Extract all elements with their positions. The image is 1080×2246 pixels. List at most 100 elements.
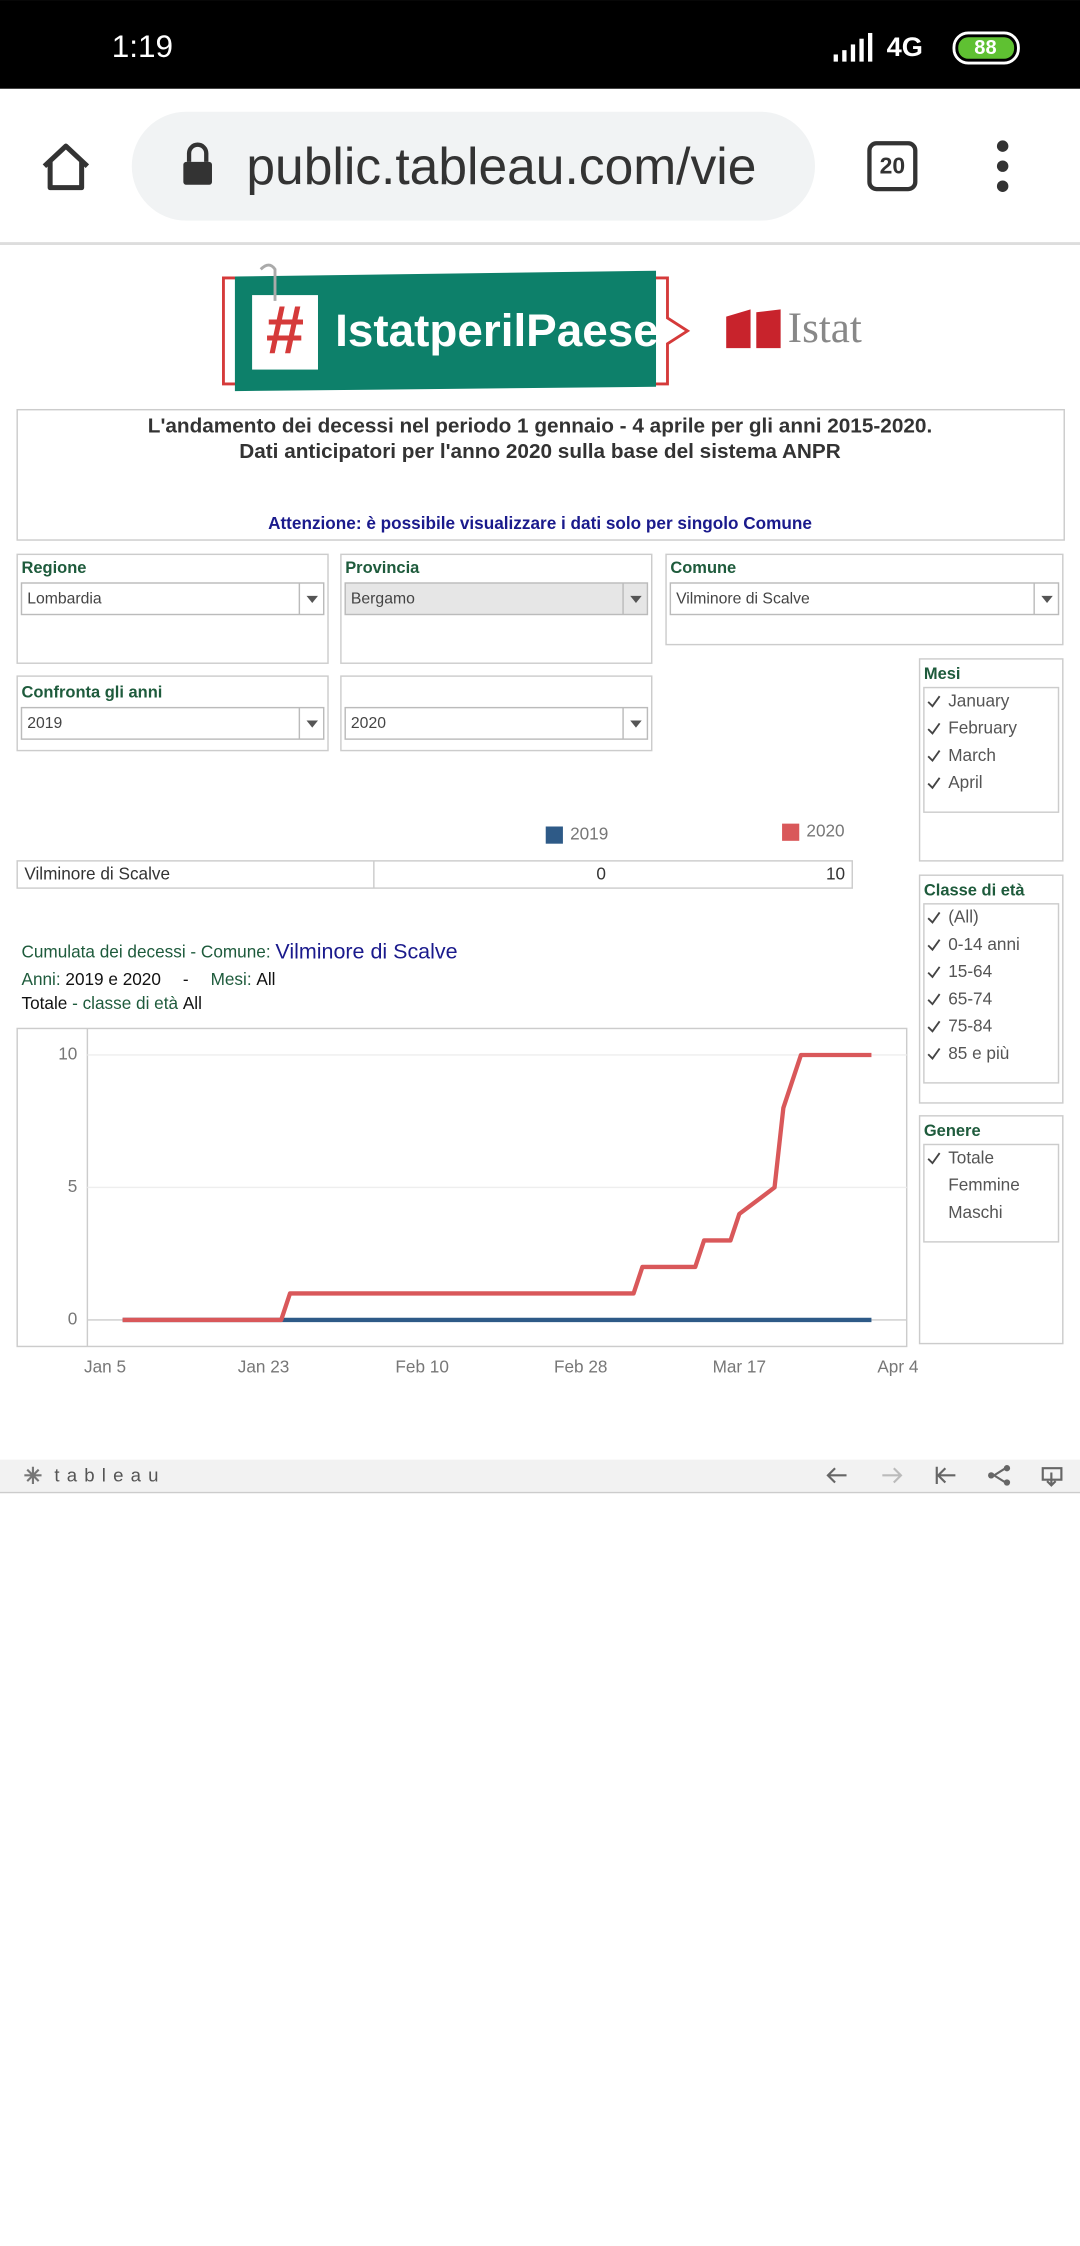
signal-icon — [833, 32, 873, 62]
panel-item[interactable]: 15-64 — [948, 961, 992, 981]
network: 4G — [887, 31, 923, 62]
menu-button[interactable] — [996, 140, 1009, 192]
clock: 1:19 — [112, 28, 173, 64]
chart-header: Cumulata dei decessi - Comune: Vilminore… — [21, 939, 457, 963]
dropdown-value: 2020 — [351, 715, 386, 732]
legend-label[interactable]: 2019 — [570, 824, 608, 844]
dropdown-arrow — [306, 720, 318, 728]
checkmark — [927, 966, 941, 979]
chart-header-label: - classe di età — [72, 993, 178, 1013]
panel-item[interactable]: March — [948, 745, 996, 765]
checkmark — [927, 993, 941, 1006]
checkmark — [927, 1020, 941, 1033]
checkmark — [927, 1047, 941, 1060]
dropdown-arrow — [630, 595, 642, 604]
controls: Regione Lombardia Provincia Bergamo Comune Vi… — [16, 553, 1064, 1345]
chart-header-value: All — [183, 993, 202, 1013]
legend-label[interactable]: 2020 — [806, 821, 844, 841]
panel-item[interactable]: Femmine — [948, 1175, 1020, 1195]
download-button[interactable] — [1041, 1467, 1063, 1487]
dropdown-value: Bergamo — [351, 591, 415, 608]
chart-header: Totale - classe di età All — [21, 993, 201, 1013]
filter-label: Regione — [21, 559, 86, 577]
panel-item[interactable]: 65-74 — [948, 988, 992, 1008]
tableau-icon — [24, 1466, 42, 1484]
chart-header-value: Totale — [21, 993, 67, 1013]
line-series — [122, 1052, 872, 1323]
chart-header-label: Cumulata dei decessi - Comune: — [21, 941, 270, 961]
title-box — [16, 408, 1065, 541]
checkmark — [927, 939, 941, 952]
dropdown[interactable] — [20, 582, 325, 616]
tab-count: 20 — [880, 153, 905, 179]
share-dot — [1003, 1465, 1011, 1472]
logo-campaign: IstatperilPaese — [335, 305, 659, 356]
checkmark — [927, 1152, 941, 1165]
share-button[interactable] — [993, 1467, 1007, 1484]
logo-hash: # — [266, 291, 304, 368]
panel-item[interactable]: 75-84 — [948, 1016, 992, 1036]
share-dot — [1003, 1479, 1011, 1486]
panel-item[interactable]: Totale — [948, 1147, 994, 1167]
home-button[interactable] — [42, 143, 90, 191]
panel-item[interactable]: 85 e più — [948, 1043, 1009, 1063]
legend-swatch — [782, 823, 800, 841]
url: public.tableau.com/vie — [246, 137, 756, 195]
chart-header-value: 2019 e 2020 — [65, 968, 161, 988]
dropdown[interactable] — [344, 582, 649, 616]
filter-label: Provincia — [345, 559, 420, 577]
panel-item[interactable]: 0-14 anni — [948, 934, 1020, 954]
share-dot — [988, 1472, 995, 1479]
chart: 0 5 10 Jan 5 Jan 23 Feb 10 Feb 28 Mar 17 Apr 4 — [58, 1043, 919, 1376]
chart-header-value: Vilminore di Scalve — [275, 939, 457, 963]
dropdown-arrow — [306, 595, 318, 604]
title-line: L'andamento dei decessi nel periodo 1 ge… — [148, 414, 932, 437]
dropdown-value: Vilminore di Scalve — [676, 591, 810, 608]
dropdown-arrow — [630, 720, 642, 728]
undo-button[interactable] — [826, 1467, 847, 1484]
istat-mark — [726, 309, 781, 349]
y-tick-label: 5 — [68, 1176, 78, 1196]
chart-header-label: Mesi: — [211, 968, 252, 988]
filter-label: Confronta gli anni — [21, 684, 162, 702]
checkmark — [927, 777, 941, 790]
lock-icon — [183, 142, 212, 185]
x-tick-label: Feb 10 — [395, 1356, 448, 1376]
x-tick-label: Apr 4 — [877, 1356, 918, 1376]
dropdown-value: Lombardia — [27, 591, 102, 608]
title-line: Dati anticipatori per l'anno 2020 sulla … — [239, 440, 841, 463]
redo-button[interactable] — [882, 1467, 903, 1484]
checkmark — [927, 695, 941, 708]
dropdown[interactable] — [20, 706, 325, 740]
dropdown[interactable] — [344, 706, 649, 740]
url-field[interactable] — [131, 111, 816, 221]
checkmark — [927, 911, 941, 924]
panel-item[interactable]: April — [948, 772, 982, 792]
panel-item[interactable]: February — [948, 718, 1017, 738]
panel-label: Mesi — [924, 665, 961, 683]
toolbar-icons — [826, 1466, 1063, 1487]
summary-row — [16, 860, 853, 889]
y-tick-label: 0 — [68, 1308, 78, 1328]
panel-item[interactable]: (All) — [948, 907, 979, 927]
chart-header-value: All — [256, 968, 275, 988]
summary-value: 0 — [596, 864, 606, 884]
dropdown-arrow — [1041, 595, 1053, 604]
dropdown-value: 2019 — [27, 715, 62, 732]
battery-level — [958, 37, 1015, 59]
tabs-button[interactable] — [867, 141, 918, 192]
checkmark — [927, 722, 941, 735]
panel-item[interactable]: January — [948, 690, 1010, 710]
dropdown[interactable] — [669, 582, 1060, 616]
legend: 2019 2020 — [545, 821, 845, 844]
filter-label: Comune — [670, 559, 736, 577]
panel-item[interactable]: Maschi — [948, 1202, 1002, 1222]
x-tick-label: Jan 5 — [84, 1356, 126, 1376]
x-tick-label: Mar 17 — [713, 1356, 766, 1376]
x-tick-label: Feb 28 — [554, 1356, 607, 1376]
battery-frame — [952, 31, 1020, 65]
revert-button[interactable] — [935, 1466, 956, 1484]
x-tick-label: Jan 23 — [238, 1356, 290, 1376]
panel-list — [923, 686, 1060, 813]
